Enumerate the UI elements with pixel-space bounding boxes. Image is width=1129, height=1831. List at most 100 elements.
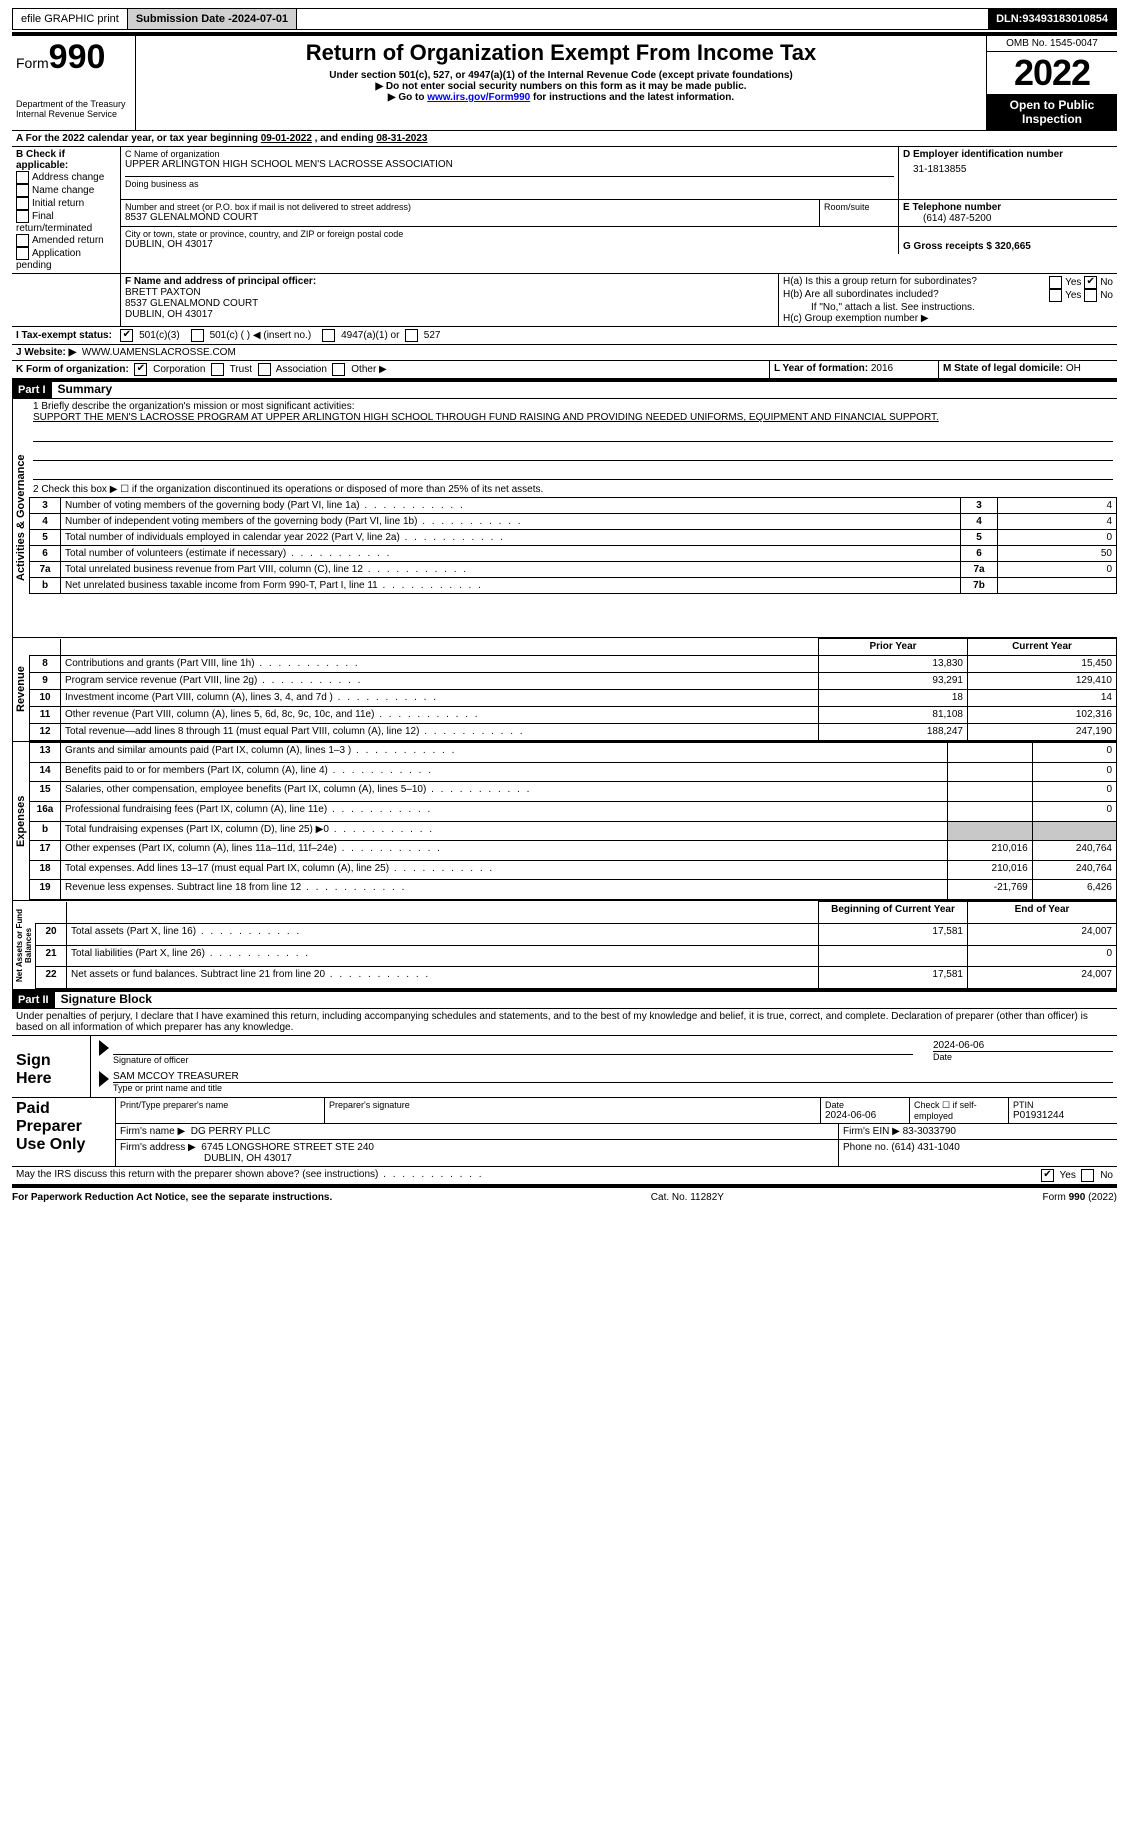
form990-link[interactable]: www.irs.gov/Form990 — [427, 92, 530, 103]
box-k: K Form of organization: Corporation Trus… — [12, 361, 770, 378]
pdate-label: Date — [825, 1100, 905, 1110]
hb-label: H(b) Are all subordinates included? — [783, 289, 1049, 302]
ck-initial[interactable]: Initial return — [16, 197, 116, 210]
sign-here-label: Sign Here — [12, 1036, 91, 1097]
sign-here-block: Sign Here Signature of officer 2024-06-0… — [12, 1035, 1117, 1098]
ck-final[interactable]: Final return/terminated — [16, 210, 116, 234]
room-label: Room/suite — [824, 202, 894, 212]
penalties-text: Under penalties of perjury, I declare th… — [12, 1008, 1117, 1035]
cat-no: Cat. No. 11282Y — [651, 1192, 724, 1203]
ck-other[interactable]: Other ▶ — [332, 364, 386, 375]
hb-yes[interactable]: Yes — [1049, 289, 1081, 302]
ha-label: H(a) Is this a group return for subordin… — [783, 276, 1049, 289]
org-addr: 8537 GLENALMOND COURT — [125, 212, 815, 223]
box-i: I Tax-exempt status: 501(c)(3) 501(c) ( … — [12, 327, 1117, 344]
form-header: Form990 Department of the Treasury Inter… — [12, 32, 1117, 130]
ha-no[interactable]: No — [1084, 276, 1113, 289]
sig-date: 2024-06-06 — [933, 1040, 1113, 1051]
firm-ein: 83-3033790 — [903, 1126, 956, 1137]
expenses-table: 13Grants and similar amounts paid (Part … — [29, 742, 1117, 900]
ck-pending[interactable]: Application pending — [16, 247, 116, 271]
addr-label: Number and street (or P.O. box if mail i… — [125, 202, 815, 212]
governance-table: 3Number of voting members of the governi… — [29, 497, 1117, 594]
pra-notice: For Paperwork Reduction Act Notice, see … — [12, 1192, 332, 1203]
ck-corp[interactable]: Corporation — [134, 364, 205, 375]
firm-addr2: DUBLIN, OH 43017 — [120, 1153, 292, 1164]
phone: (614) 487-5200 — [903, 213, 1113, 224]
city-label: City or town, state or province, country… — [125, 229, 894, 239]
discuss-yes[interactable]: Yes — [1041, 1169, 1076, 1182]
subtitle-1: Under section 501(c), 527, or 4947(a)(1)… — [142, 70, 980, 81]
dln: DLN: 93493183010854 — [988, 9, 1116, 29]
signer-name-label: Type or print name and title — [113, 1083, 1113, 1093]
ck-501c[interactable]: 501(c) ( ) ◀ (insert no.) — [191, 330, 311, 341]
open-to-public: Open to Public Inspection — [987, 94, 1117, 130]
ck-527[interactable]: 527 — [405, 330, 440, 341]
box-l: L Year of formation: 2016 — [770, 361, 939, 378]
line-a: A For the 2022 calendar year, or tax yea… — [12, 131, 1117, 146]
ck-501c3[interactable]: 501(c)(3) — [120, 330, 179, 341]
firm-phone: (614) 431-1040 — [891, 1142, 959, 1153]
paid-label: Paid Preparer Use Only — [12, 1098, 116, 1166]
officer-block: F Name and address of principal officer:… — [12, 273, 1117, 327]
efile-label: efile GRAPHIC print — [13, 9, 128, 29]
checkif: Check ☐ if self-employed — [910, 1098, 1009, 1123]
box-c-name-label: C Name of organization — [125, 149, 894, 159]
box-m: M State of legal domicile: OH — [939, 361, 1117, 378]
form-number: Form990 — [16, 38, 131, 77]
officer-addr: 8537 GLENALMOND COURT — [125, 298, 774, 309]
firm-addr-label: Firm's address ▶ — [120, 1142, 196, 1153]
line1-label: 1 Briefly describe the organization's mi… — [33, 401, 1113, 412]
box-d-label: D Employer identification number — [903, 149, 1113, 160]
hb-no[interactable]: No — [1084, 289, 1113, 302]
revenue-table: Prior YearCurrent Year8Contributions and… — [29, 638, 1117, 741]
box-e-label: E Telephone number — [903, 202, 1113, 213]
ck-trust[interactable]: Trust — [211, 364, 252, 375]
dept-treasury: Department of the Treasury — [16, 99, 131, 109]
ck-addr-change[interactable]: Address change — [16, 171, 116, 184]
ha-yes[interactable]: Yes — [1049, 276, 1081, 289]
ck-4947[interactable]: 4947(a)(1) or — [322, 330, 399, 341]
discuss-no[interactable]: No — [1081, 1169, 1113, 1182]
form-title: Return of Organization Exempt From Incom… — [142, 40, 980, 66]
tab-expenses: Expenses — [12, 742, 29, 900]
part2-header: Part II Signature Block — [12, 992, 1117, 1008]
tab-governance: Activities & Governance — [12, 399, 29, 637]
website: WWW.UAMENSLACROSSE.COM — [82, 347, 236, 358]
ck-assoc[interactable]: Association — [258, 364, 327, 375]
netassets-table: Beginning of Current YearEnd of Year20To… — [35, 901, 1117, 989]
ck-amended[interactable]: Amended return — [16, 234, 116, 247]
paid-preparer-block: Paid Preparer Use Only Print/Type prepar… — [12, 1098, 1117, 1167]
subtitle-3: ▶ Go to www.irs.gov/Form990 for instruct… — [142, 92, 980, 103]
sig-arrow-icon-2 — [99, 1071, 109, 1087]
tax-year: 2022 — [987, 52, 1117, 94]
pname-label: Print/Type preparer's name — [120, 1100, 320, 1110]
discuss-row: May the IRS discuss this return with the… — [12, 1167, 1117, 1185]
omb-number: OMB No. 1545-0047 — [987, 36, 1117, 52]
top-toolbar: efile GRAPHIC print Submission Date - 20… — [12, 8, 1117, 30]
irs: Internal Revenue Service — [16, 109, 131, 119]
hc-label: H(c) Group exemption number ▶ — [783, 313, 1113, 324]
sig-date-label: Date — [933, 1052, 1113, 1062]
part1-header: Part I Summary — [12, 382, 1117, 398]
officer-city: DUBLIN, OH 43017 — [125, 309, 774, 320]
subtitle-2: ▶ Do not enter social security numbers o… — [142, 81, 980, 92]
mission-text: SUPPORT THE MEN'S LACROSSE PROGRAM AT UP… — [33, 412, 1113, 423]
firm-label: Firm's name ▶ — [120, 1126, 185, 1137]
org-city: DUBLIN, OH 43017 — [125, 239, 894, 250]
ck-name-change[interactable]: Name change — [16, 184, 116, 197]
dba-label: Doing business as — [125, 176, 894, 189]
firm-ein-label: Firm's EIN ▶ — [843, 1126, 903, 1137]
submission-date-btn[interactable]: Submission Date - 2024-07-01 — [128, 9, 297, 29]
subdate: 2024-07-01 — [232, 13, 288, 25]
box-j: J Website: ▶ WWW.UAMENSLACROSSE.COM — [12, 345, 1117, 360]
entity-block: B Check if applicable: Address change Na… — [12, 146, 1117, 273]
tab-revenue: Revenue — [12, 638, 29, 741]
box-f-label: F Name and address of principal officer: — [125, 276, 774, 287]
form-ref: Form 990 (2022) — [1043, 1192, 1117, 1203]
firm-name: DG PERRY PLLC — [191, 1126, 271, 1137]
ptin-label: PTIN — [1013, 1100, 1113, 1110]
ein: 31-1813855 — [903, 160, 1113, 175]
subdate-label: Submission Date - — [136, 13, 232, 25]
page-footer: For Paperwork Reduction Act Notice, see … — [12, 1188, 1117, 1203]
